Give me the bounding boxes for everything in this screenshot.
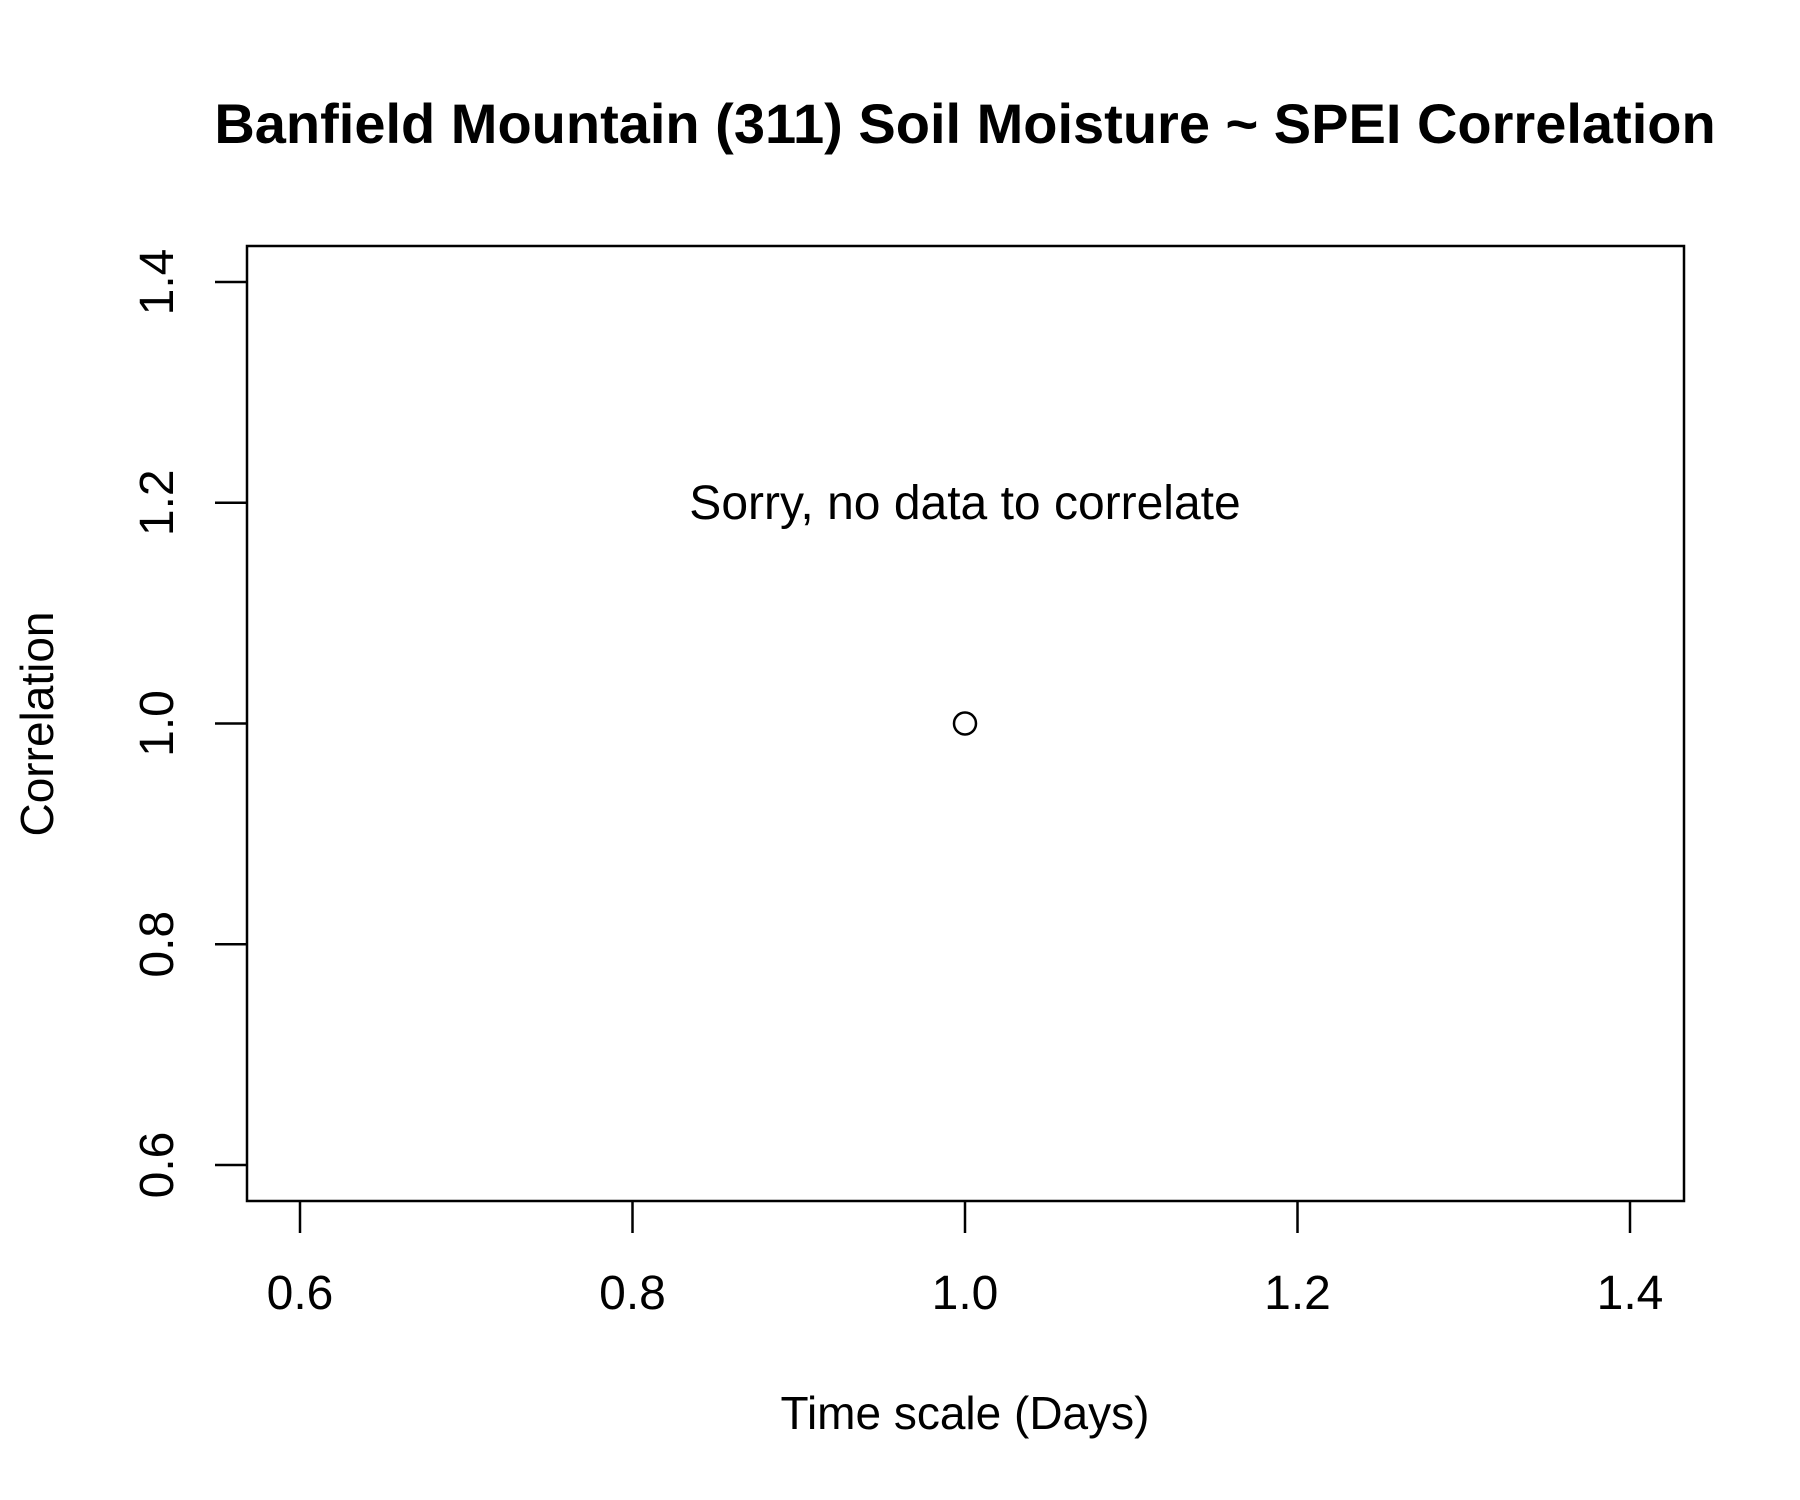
- y-axis-label: Correlation: [11, 612, 63, 837]
- x-tick-label: 1.4: [1597, 1267, 1664, 1320]
- chart-title: Banfield Mountain (311) Soil Moisture ~ …: [214, 92, 1715, 155]
- x-tick-label: 0.8: [599, 1267, 666, 1320]
- y-tick-label: 1.0: [131, 690, 184, 757]
- y-tick-label: 0.6: [131, 1132, 184, 1199]
- x-tick-label: 1.0: [932, 1267, 999, 1320]
- no-data-annotation: Sorry, no data to correlate: [689, 477, 1240, 530]
- data-point: [952, 711, 978, 736]
- data-points: [952, 711, 978, 736]
- plot-frame: [245, 244, 1686, 1203]
- y-tick-label: 0.8: [131, 911, 184, 978]
- x-axis-label: Time scale (Days): [781, 1387, 1150, 1439]
- y-tick-label: 1.2: [131, 469, 184, 536]
- x-axis: 0.6 0.8 1.0 1.2 1.4: [267, 1201, 1664, 1320]
- x-tick-label: 0.6: [267, 1267, 334, 1320]
- y-tick-label: 1.4: [131, 249, 184, 316]
- x-tick-label: 1.2: [1264, 1267, 1331, 1320]
- y-axis: 0.6 0.8 1.0 1.2 1.4: [131, 249, 247, 1199]
